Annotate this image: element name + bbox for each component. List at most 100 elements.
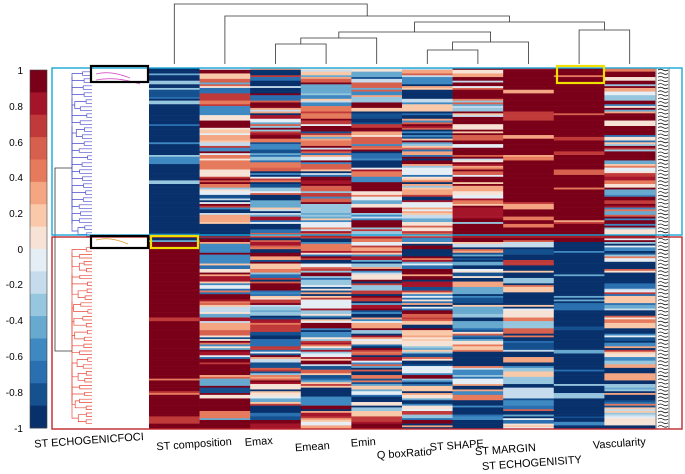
heatmap-cell	[553, 196, 605, 199]
dendrogram-branch	[87, 329, 92, 335]
heatmap-cell	[402, 122, 453, 125]
heatmap-cell	[402, 180, 453, 183]
heatmap-cell	[503, 407, 555, 410]
row-label-tick	[657, 94, 669, 97]
heatmap-cell	[402, 194, 453, 197]
heatmap-cell	[250, 91, 302, 94]
heatmap-cell	[250, 87, 302, 91]
heatmap-cell	[300, 369, 352, 372]
heatmap-cell	[452, 319, 504, 322]
heatmap-cell	[300, 104, 352, 107]
dendrogram-branch	[275, 43, 327, 64]
heatmap-cell	[452, 87, 504, 91]
heatmap-cell	[553, 250, 605, 254]
heatmap-cell	[452, 144, 504, 147]
heatmap-cell	[452, 126, 504, 129]
heatmap-cell	[351, 124, 403, 127]
heatmap-cell	[300, 281, 352, 284]
row-label-tick	[657, 396, 669, 399]
heatmap-cell	[351, 420, 403, 423]
heatmap-cell	[503, 391, 555, 394]
heatmap-cell	[351, 304, 403, 308]
row-label-tick	[657, 180, 669, 183]
heatmap-cell	[250, 321, 302, 324]
heatmap-cell	[604, 109, 656, 112]
heatmap-cell	[604, 353, 656, 356]
heatmap-cell	[402, 171, 453, 174]
heatmap-cell	[300, 73, 352, 76]
heatmap-cell	[351, 403, 403, 406]
heatmap-cell	[300, 245, 352, 248]
heatmap-cell	[604, 306, 656, 309]
heatmap-cell	[503, 165, 555, 168]
heatmap-cell	[402, 402, 453, 405]
heatmap-cell	[351, 174, 403, 178]
row-label-tick	[657, 191, 669, 194]
heatmap-cell	[300, 140, 352, 143]
heatmap-cell	[402, 136, 453, 139]
heatmap-cell	[149, 281, 200, 284]
heatmap-cell	[452, 425, 504, 428]
heatmap-cell	[199, 240, 251, 243]
heatmap-cell	[402, 182, 453, 185]
heatmap-cell	[604, 330, 656, 333]
heatmap-cell	[402, 203, 453, 207]
heatmap-cell	[452, 222, 504, 225]
dendrogram-branch	[83, 336, 92, 342]
heatmap-cell	[149, 191, 200, 194]
row-label-tick	[657, 310, 669, 313]
heatmap-cell	[300, 216, 352, 219]
heatmap-cell	[351, 364, 403, 367]
heatmap-cell	[604, 402, 656, 405]
dendrogram-branch	[86, 288, 92, 293]
heatmap-cell	[402, 164, 453, 167]
heatmap-cell	[503, 272, 555, 275]
heatmap-cell	[199, 193, 251, 196]
heatmap-cell	[503, 178, 555, 181]
heatmap-cell	[300, 335, 352, 338]
heatmap-cell	[553, 339, 605, 342]
heatmap-cell	[250, 340, 302, 343]
heatmap-cell	[250, 82, 302, 85]
heatmap-cell	[300, 317, 352, 320]
heatmap-cell	[199, 213, 251, 216]
heatmap-cell	[300, 286, 352, 290]
dendrogram-branch	[85, 323, 92, 328]
heatmap-cell	[553, 420, 605, 423]
heatmap-cell	[250, 98, 302, 101]
heatmap-cell	[199, 411, 251, 414]
heatmap-cell	[604, 82, 656, 85]
heatmap-cell	[553, 149, 605, 152]
row-label-tick	[657, 338, 669, 342]
heatmap-cell	[452, 376, 504, 379]
heatmap-cell	[452, 391, 504, 394]
heatmap-cell	[300, 98, 352, 101]
heatmap-cell	[199, 348, 251, 351]
heatmap-cell	[149, 202, 200, 205]
heatmap-cell	[199, 288, 251, 291]
dendrogram-branch	[86, 268, 92, 273]
heatmap-cell	[199, 375, 251, 378]
heatmap-cell	[553, 178, 605, 181]
heatmap-cell	[402, 234, 453, 237]
heatmap-cell	[452, 265, 504, 268]
dendrogram-branch	[71, 199, 84, 207]
heatmap-cell	[300, 68, 352, 71]
heatmap-cell	[452, 382, 504, 385]
heatmap-cell	[250, 115, 302, 118]
heatmap-cell	[452, 366, 504, 369]
heatmap-cell	[199, 294, 251, 297]
heatmap-cell	[250, 367, 302, 370]
heatmap-cell	[250, 240, 302, 243]
row-label-tick	[657, 230, 669, 234]
heatmap-cell	[553, 222, 605, 225]
heatmap-cell	[300, 339, 352, 342]
heatmap-cell	[604, 286, 656, 290]
dendrogram-branch	[79, 106, 92, 111]
heatmap-cell	[351, 412, 403, 415]
heatmap-cell	[351, 185, 403, 188]
heatmap-cell	[199, 346, 251, 349]
heatmap-cell	[402, 151, 453, 154]
heatmap-cell	[452, 310, 504, 313]
